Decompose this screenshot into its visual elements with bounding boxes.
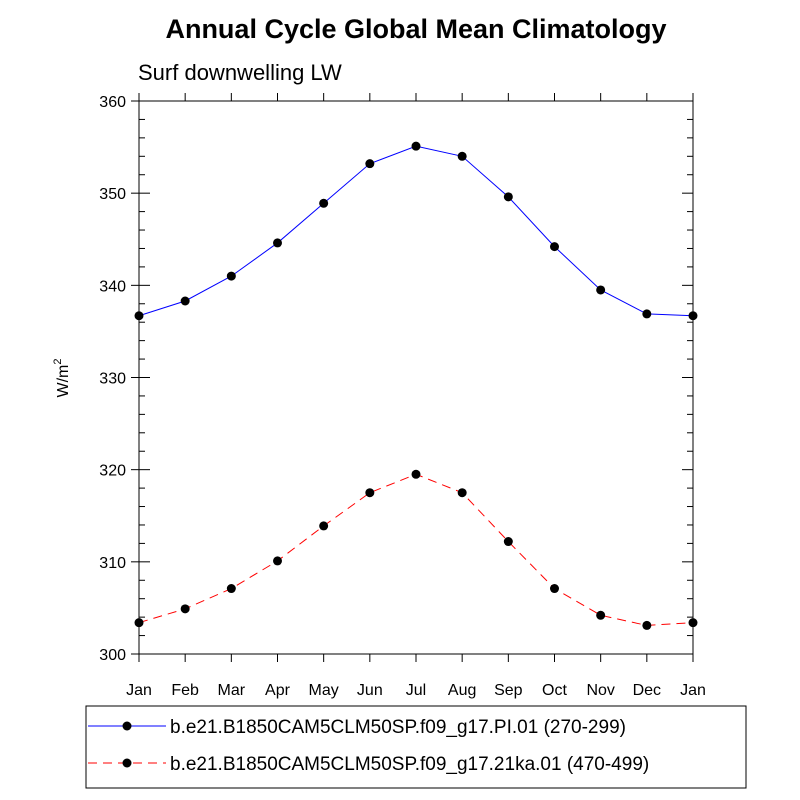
- x-tick-label: Aug: [448, 682, 476, 699]
- legend-box: [85, 705, 747, 789]
- series-1-point: [365, 159, 375, 169]
- y-axis-label: W/m2: [52, 359, 72, 398]
- series-line-1: [138, 145, 694, 317]
- series-1-point: [642, 309, 652, 319]
- x-tick-label: Mar: [218, 682, 246, 699]
- series-layer: [134, 141, 698, 630]
- series-2-point: [596, 610, 606, 620]
- series-1-point: [550, 242, 559, 252]
- y-axis-label-text: W/m: [55, 365, 72, 398]
- axis-ticks: [131, 93, 694, 662]
- x-tick-label: Jun: [357, 682, 383, 699]
- series-2-point: [457, 488, 467, 498]
- series-1-point: [273, 238, 282, 248]
- x-tick-label: May: [309, 682, 339, 699]
- y-tick-labels: 300 310 320 330 340 350 360: [99, 94, 126, 664]
- y-tick-label: 330: [99, 371, 126, 388]
- y-tick-label: 340: [99, 278, 126, 295]
- chart-title: Annual Cycle Global Mean Climatology: [165, 14, 666, 44]
- legend-marker-2: [122, 758, 132, 768]
- series-2-point: [550, 584, 559, 594]
- x-tick-label: Feb: [171, 682, 199, 699]
- y-tick-label: 300: [99, 647, 126, 664]
- legend-label-2: b.e21.B1850CAM5CLM50SP.f09_g17.21ka.01 (…: [170, 754, 649, 775]
- y-tick-label: 320: [99, 463, 126, 480]
- svg-text:W/m2: W/m2: [52, 359, 72, 398]
- series-line-2: [138, 473, 694, 626]
- series-1-point: [596, 285, 606, 295]
- y-tick-label: 360: [99, 94, 126, 111]
- legend: b.e21.B1850CAM5CLM50SP.f09_g17.PI.01 (27…: [85, 705, 747, 789]
- x-tick-label: Oct: [542, 682, 567, 699]
- series-1-point: [226, 271, 236, 281]
- series-1-point: [457, 151, 467, 161]
- series-2-point: [503, 537, 513, 547]
- series-1-point: [411, 141, 421, 151]
- chart-subtitle: Surf downwelling LW: [138, 60, 342, 85]
- series-2-point: [226, 584, 236, 594]
- x-tick-label: Jan: [126, 682, 152, 699]
- series-2-point: [411, 469, 421, 479]
- plot-frame: [138, 100, 694, 655]
- series-1-point: [180, 296, 190, 306]
- legend-label-1: b.e21.B1850CAM5CLM50SP.f09_g17.PI.01 (27…: [170, 717, 626, 738]
- y-tick-label: 310: [99, 555, 126, 572]
- y-tick-label: 350: [99, 186, 126, 203]
- series-2-point: [180, 604, 190, 614]
- x-tick-label: Jan: [680, 682, 706, 699]
- x-tick-label: Jul: [406, 682, 426, 699]
- x-tick-labels: Jan Feb Mar Apr May Jun Jul Aug Sep Oct Nov Dec Jan: [126, 682, 706, 699]
- series-2-point: [642, 620, 652, 630]
- series-1-point: [503, 192, 513, 202]
- y-axis-label-exponent: 2: [52, 359, 64, 365]
- x-tick-label: Apr: [265, 682, 291, 699]
- x-tick-label: Nov: [586, 682, 614, 699]
- x-tick-label: Sep: [494, 682, 523, 699]
- series-1-point: [319, 198, 329, 208]
- x-tick-label: Dec: [633, 682, 661, 699]
- series-2-point: [319, 521, 329, 531]
- legend-marker-1: [122, 721, 132, 731]
- series-2-point: [273, 556, 282, 566]
- series-2-point: [365, 488, 375, 498]
